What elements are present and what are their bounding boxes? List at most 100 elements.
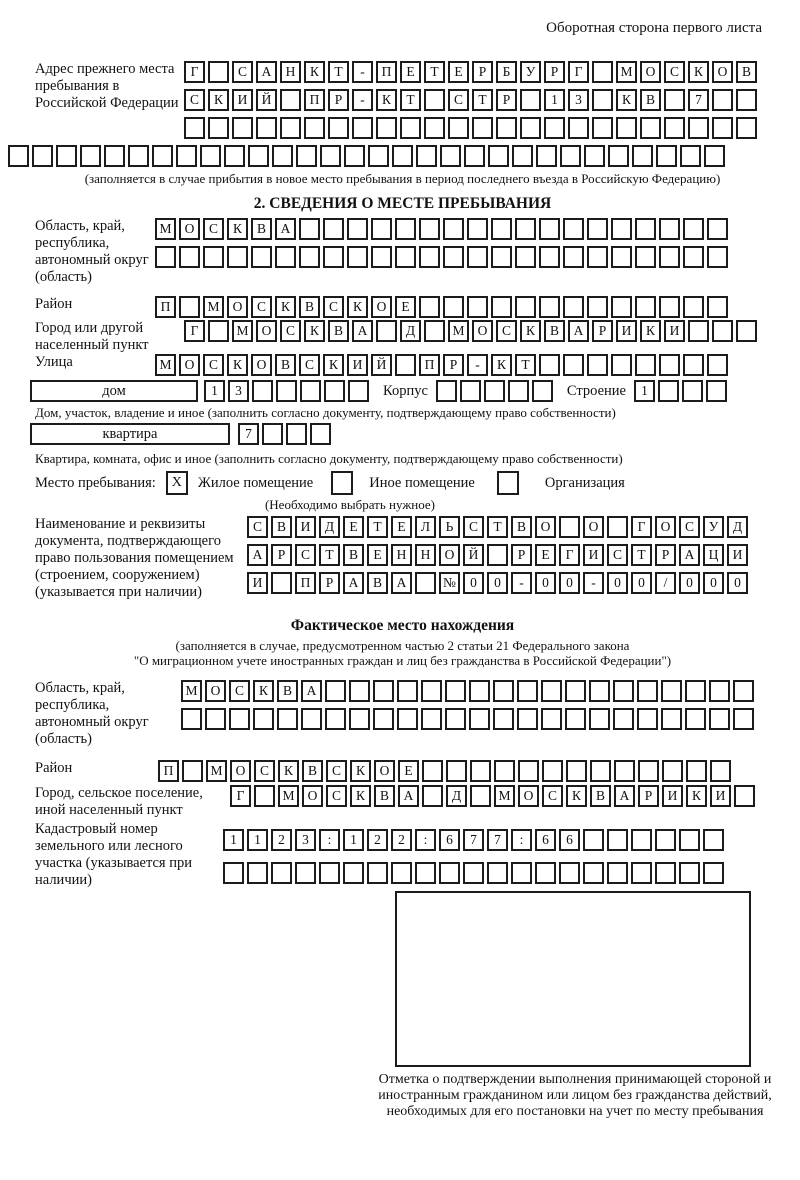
char-cell: В [277,680,298,702]
char-cell[interactable] [310,423,331,445]
apartment-caption: Квартира, комната, офис и иное (заполнит… [35,451,623,466]
char-cell[interactable]: 1 [204,380,225,402]
char-cell[interactable] [483,380,505,402]
factual-district-label: Район [35,760,73,776]
char-cell: О [535,516,556,538]
apartment-cells[interactable]: 7 [238,423,331,445]
char-cell[interactable] [705,380,727,402]
factual-region-label: Область, край, республика, автономный ок… [35,680,149,747]
char-cell: К [616,89,637,111]
char-cell: К [688,61,709,83]
char-cell [397,708,418,730]
char-cell [299,246,320,268]
char-cell: В [251,218,272,240]
confirmation-mark-box [395,891,751,1067]
char-cell: Р [443,354,464,376]
char-cell[interactable] [657,380,679,402]
char-cell: М [155,354,176,376]
stroenie-cells[interactable]: 1 [633,380,727,402]
char-cell: Е [398,760,419,782]
char-cell: Т [631,544,652,566]
korpus-cells[interactable] [435,380,553,402]
char-cell[interactable] [300,380,321,402]
char-cell [344,145,365,167]
char-cell: 1 [223,829,244,851]
char-cell [280,117,301,139]
factual-caption-2: "О миграционном учете иностранных гражда… [133,653,672,668]
char-cell [707,354,728,376]
char-cell [227,246,248,268]
char-cell: Р [328,89,349,111]
char-cell[interactable]: 7 [238,423,259,445]
char-cell[interactable] [348,380,369,402]
char-cell [391,862,412,884]
checkbox-other-premises[interactable] [331,471,354,495]
char-cell [520,117,541,139]
char-cell: Т [367,516,388,538]
char-cell: О [179,218,200,240]
char-cell: К [304,61,325,83]
char-cell [637,708,658,730]
char-cell [587,354,608,376]
char-cell [589,708,610,730]
char-cell[interactable] [435,380,457,402]
char-cell: С [463,516,484,538]
char-cell: В [367,572,388,594]
char-cell [376,117,397,139]
char-cell[interactable] [507,380,529,402]
char-cell [422,785,443,807]
char-cell [592,89,613,111]
checkbox-organization[interactable] [496,471,519,495]
char-cell [587,218,608,240]
street-label: Улица [35,354,73,370]
char-cell [709,680,730,702]
char-cell[interactable] [252,380,273,402]
char-cell: Г [184,320,205,342]
char-cell[interactable]: 1 [633,380,655,402]
char-cell: И [616,320,637,342]
char-cell [208,117,229,139]
char-cell [494,760,515,782]
char-cell: Й [256,89,277,111]
char-cell [679,862,700,884]
apartment-row: квартира 7 [30,423,770,445]
char-cell: М [181,680,202,702]
char-cell: 3 [568,89,589,111]
char-cell [424,89,445,111]
checkbox-residential[interactable]: X [165,471,188,495]
char-cell [589,680,610,702]
char-cell: № [439,572,460,594]
char-cell: 1 [247,829,268,851]
char-cell: 0 [559,572,580,594]
char-cell: А [275,218,296,240]
char-cell[interactable] [681,380,703,402]
char-cell[interactable]: 3 [228,380,249,402]
char-cell [446,760,467,782]
char-cell [352,117,373,139]
char-cell[interactable] [459,380,481,402]
char-cell: И [664,320,685,342]
char-cell[interactable] [324,380,345,402]
char-cell [182,760,203,782]
char-cell [736,89,757,111]
char-cell: М [206,760,227,782]
char-cell[interactable] [262,423,283,445]
char-cell [304,117,325,139]
char-cell: Р [271,544,292,566]
char-cell [467,296,488,318]
prev-address-row-3 [184,117,757,139]
char-cell[interactable] [286,423,307,445]
char-cell [395,218,416,240]
char-cell [328,117,349,139]
char-cell: Е [395,296,416,318]
char-cell: 7 [487,829,508,851]
option-residential-label: Жилое помещение [197,474,314,491]
char-cell[interactable] [531,380,553,402]
char-cell [397,680,418,702]
char-cell: - [511,572,532,594]
char-cell: А [391,572,412,594]
char-cell[interactable] [276,380,297,402]
